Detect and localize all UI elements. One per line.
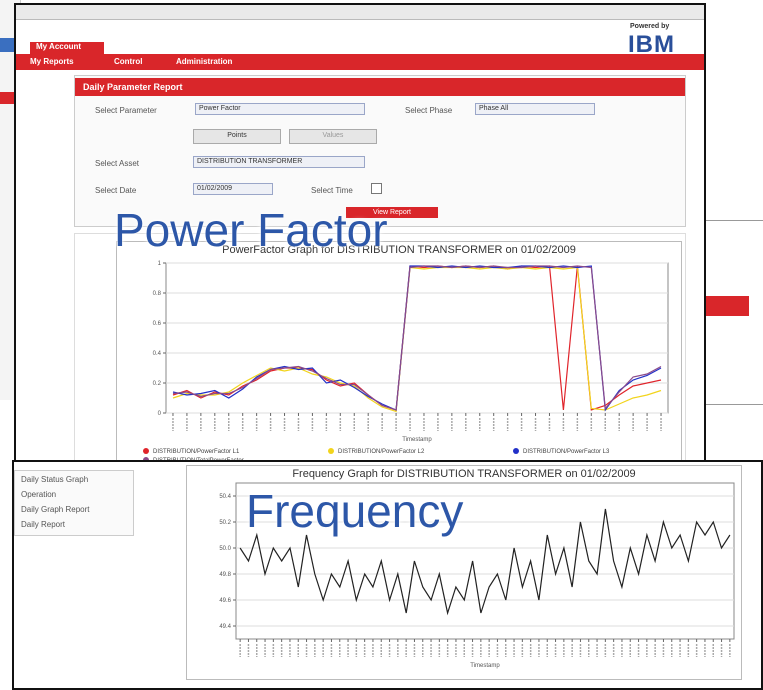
ibm-logo: IBM (628, 31, 675, 58)
label: Select Asset (95, 159, 140, 168)
y-tick-label: 50.0 (219, 546, 231, 552)
menu-item[interactable]: Operation (21, 490, 57, 499)
chart-title: Frequency Graph for DISTRIBUTION TRANSFO… (292, 468, 635, 480)
label: Select Phase (405, 106, 453, 115)
menu-item[interactable]: Daily Status Graph (21, 475, 89, 484)
form-panel: Daily Parameter Report Select Parameter … (74, 75, 686, 227)
form-title: Daily Parameter Report (75, 78, 685, 96)
bottom-window: Daily Status Graph Operation Daily Graph… (12, 460, 763, 690)
series-line (172, 265, 662, 411)
y-tick-label: 0.2 (153, 381, 162, 387)
powered-by: Powered by (630, 23, 670, 30)
series-line (172, 265, 662, 412)
label: Select Date (95, 186, 137, 195)
legend-swatch (513, 448, 519, 454)
power-factor-chart: PowerFactor Graph for DISTRIBUTION TRANS… (116, 241, 682, 465)
y-tick-label: 1 (158, 261, 162, 267)
date-input[interactable]: 01/02/2009 (193, 183, 273, 195)
x-axis-label: Timestamp (402, 437, 432, 443)
overlay-title: Frequency (246, 485, 464, 537)
nav-item[interactable]: Administration (176, 57, 233, 66)
y-tick-label: 49.6 (219, 598, 231, 604)
y-tick-label: 50.4 (219, 494, 231, 500)
menu-item[interactable]: Daily Graph Report (21, 505, 90, 514)
label: Select Parameter (95, 106, 157, 115)
frequency-chart: Frequency Graph for DISTRIBUTION TRANSFO… (186, 465, 742, 680)
y-tick-label: 0 (158, 411, 162, 417)
y-tick-label: 0.6 (153, 321, 162, 327)
select[interactable]: DISTRIBUTION TRANSFORMER (193, 156, 365, 168)
legend-label: DISTRIBUTION/PowerFactor L2 (338, 449, 425, 455)
nav-bar: My Reports Control Administration (16, 54, 704, 70)
legend-swatch (143, 448, 149, 454)
select[interactable]: Phase All (475, 103, 595, 115)
nav-item[interactable]: My Reports (30, 57, 74, 66)
main-window: Powered by IBM My Account My Reports Con… (14, 3, 706, 467)
series-line (172, 266, 662, 413)
legend-label: DISTRIBUTION/PowerFactor L3 (523, 449, 610, 455)
plot-area (235, 482, 735, 640)
menu-item[interactable]: Daily Report (21, 520, 66, 529)
back-bar (699, 296, 749, 316)
y-tick-label: 49.4 (219, 624, 231, 630)
chart-title: PowerFactor Graph for DISTRIBUTION TRANS… (222, 244, 576, 256)
back-window-right (698, 220, 763, 405)
address-bar (16, 5, 704, 20)
series-line (239, 508, 731, 616)
side-menu: Daily Status Graph Operation Daily Graph… (14, 470, 134, 536)
overlay-title: Power Factor (114, 204, 388, 256)
legend-label: DISTRIBUTION/PowerFactor L1 (153, 449, 240, 455)
y-tick-label: 49.8 (219, 572, 231, 578)
x-axis-label: Timestamp (470, 663, 500, 669)
y-tick-label: 0.8 (153, 291, 162, 297)
y-tick-label: 50.2 (219, 520, 231, 526)
button[interactable]: Points (193, 129, 281, 144)
select[interactable]: Power Factor (195, 103, 365, 115)
label: Select Time (311, 186, 353, 195)
checkbox[interactable] (371, 183, 382, 194)
report-panel (74, 233, 686, 465)
button[interactable]: View Report (346, 207, 438, 218)
button[interactable]: Values (289, 129, 377, 144)
nav-item[interactable]: Control (114, 57, 143, 66)
y-tick-label: 0.4 (153, 351, 162, 357)
tab[interactable]: My Account (30, 42, 104, 54)
legend-swatch (328, 448, 334, 454)
